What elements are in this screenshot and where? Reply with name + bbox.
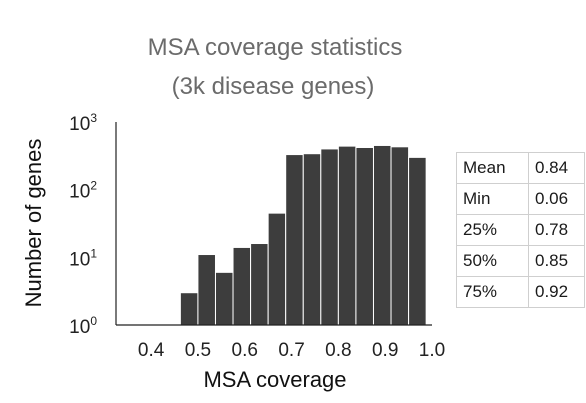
chart-title: MSA coverage statistics	[148, 34, 403, 61]
histogram-bar	[337, 145, 357, 326]
histogram-bar	[372, 144, 392, 326]
histogram-bar	[390, 146, 410, 326]
stat-label: 25%	[456, 214, 529, 246]
summary-stats-table: Mean 0.84 Min 0.06 25% 0.78 50% 0.85 75% 0.92	[456, 152, 585, 308]
x-tick-label: 0.7	[278, 340, 304, 361]
x-axis-title: MSA coverage	[203, 367, 346, 392]
y-tick-label: 101	[69, 246, 97, 270]
y-tick-label: 100	[69, 314, 97, 338]
x-tick-label: 0.6	[232, 340, 258, 361]
bar-group	[179, 144, 427, 326]
stat-value: 0.06	[528, 183, 585, 215]
x-tick-labels: 0.4 0.5 0.6 0.7 0.8 0.9 1.0	[138, 340, 445, 361]
stats-row: 50% 0.85	[456, 245, 585, 277]
stat-value: 0.85	[528, 245, 585, 277]
y-tick-label: 103	[69, 111, 97, 135]
histogram-bar	[408, 156, 427, 326]
histogram-bar	[267, 212, 287, 326]
histogram-bar	[179, 292, 199, 326]
histogram-bar	[197, 254, 216, 326]
x-tick-label: 0.5	[185, 340, 211, 361]
stat-value: 0.84	[528, 152, 585, 184]
histogram-bar	[302, 153, 322, 326]
x-tick-label: 0.4	[138, 340, 165, 361]
stats-row: Mean 0.84	[456, 152, 585, 184]
stat-label: Mean	[456, 152, 529, 184]
histogram-bar	[285, 154, 304, 326]
stats-row: 25% 0.78	[456, 214, 585, 246]
x-tick-label: 0.9	[372, 340, 398, 361]
histogram-bar	[355, 146, 374, 326]
stats-row: Min 0.06	[456, 183, 585, 215]
stat-value: 0.78	[528, 214, 585, 246]
y-tick-label: 102	[69, 179, 97, 203]
histogram-bar	[214, 271, 234, 326]
histogram-bar	[232, 246, 252, 326]
stat-value: 0.92	[528, 276, 585, 308]
histogram-bar	[320, 148, 339, 326]
y-tick-labels: 100 101 102 103	[69, 111, 97, 338]
x-tick-label: 0.8	[325, 340, 351, 361]
stats-row: 75% 0.92	[456, 276, 585, 308]
x-tick-label: 1.0	[419, 340, 445, 361]
stat-label: 50%	[456, 245, 529, 277]
y-axis-title: Number of genes	[21, 139, 46, 308]
chart-subtitle: (3k disease genes)	[172, 73, 375, 100]
histogram-bar	[250, 243, 269, 326]
stat-label: 75%	[456, 276, 529, 308]
stat-label: Min	[456, 183, 529, 215]
